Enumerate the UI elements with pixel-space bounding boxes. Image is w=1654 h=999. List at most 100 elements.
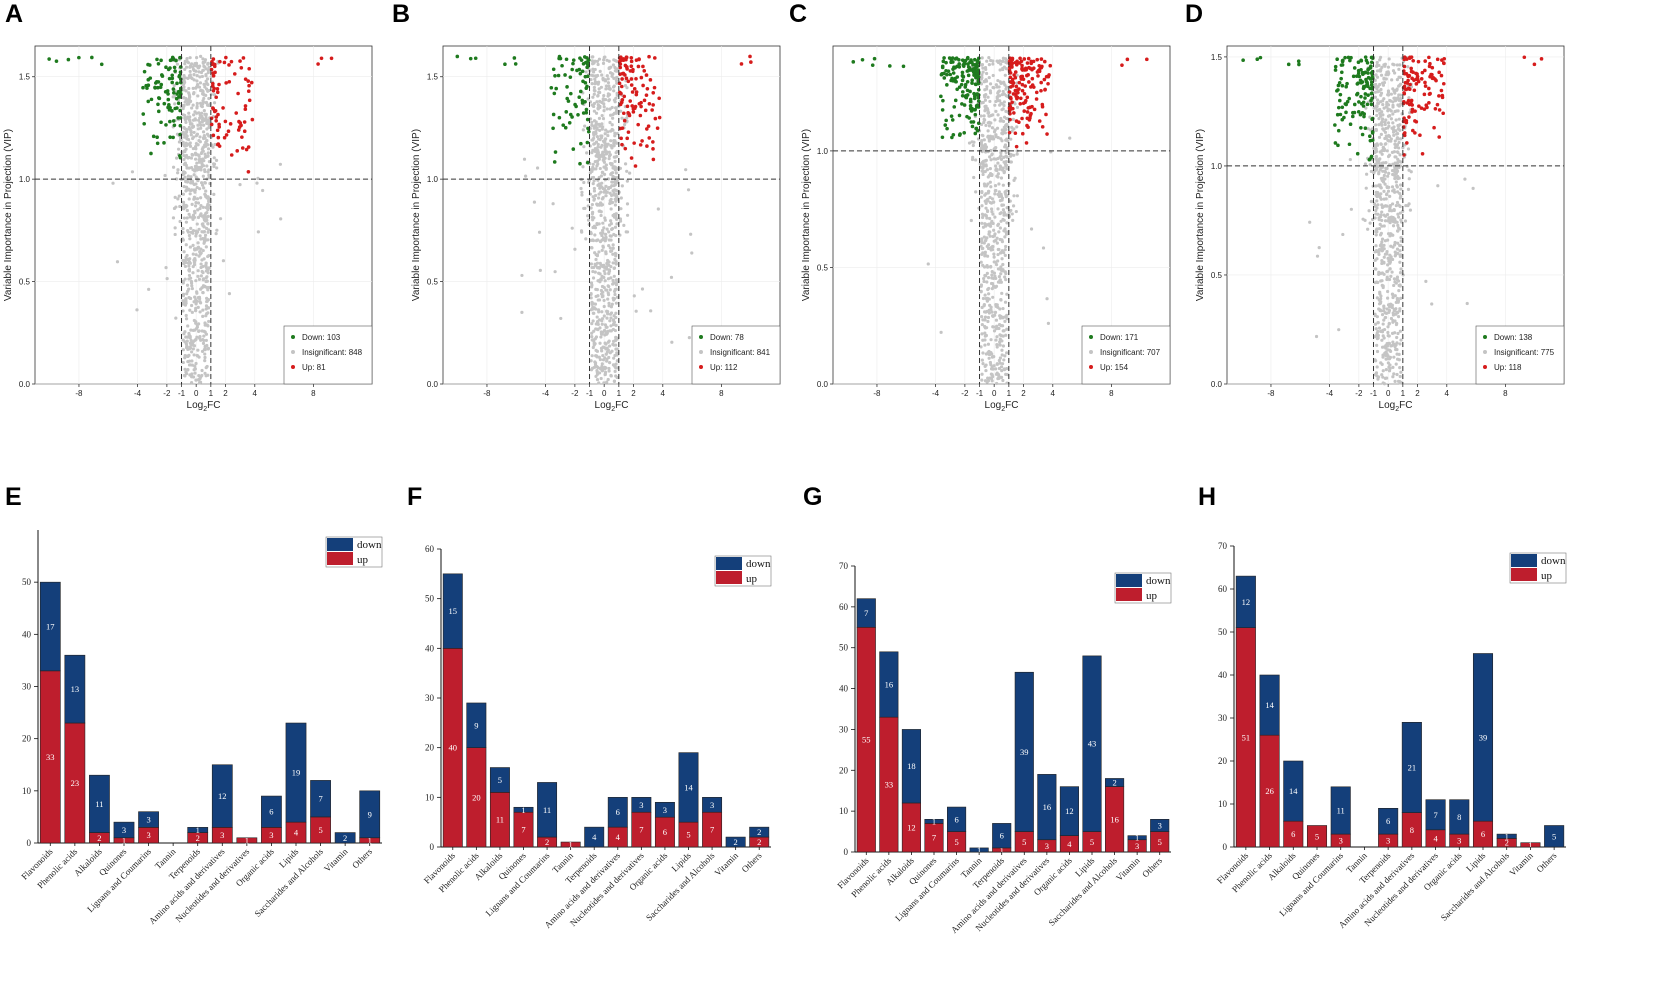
- insignificant-point: [1399, 194, 1403, 198]
- up-point: [1039, 89, 1043, 93]
- insignificant-point: [611, 318, 615, 323]
- insignificant-point: [185, 283, 190, 287]
- insignificant-point: [1384, 73, 1388, 77]
- insignificant-point: [1377, 158, 1381, 162]
- up-point: [237, 125, 242, 129]
- up-point: [242, 120, 247, 124]
- insignificant-point: [1380, 123, 1384, 127]
- insignificant-point: [1395, 347, 1399, 352]
- insignificant-point: [1374, 230, 1378, 234]
- up-point: [1014, 94, 1018, 99]
- insignificant-point: [1315, 254, 1320, 258]
- insignificant-point: [1394, 362, 1398, 366]
- insignificant-point: [204, 304, 209, 308]
- down-point: [1359, 125, 1363, 130]
- insignificant-point: [175, 62, 180, 66]
- down-point: [1333, 141, 1338, 145]
- legend-label-down: Down: 103: [302, 333, 341, 342]
- bar-down-value: 9: [474, 720, 478, 730]
- insignificant-point: [205, 164, 209, 168]
- insignificant-point: [1393, 254, 1397, 258]
- insignificant-point: [1009, 137, 1013, 141]
- insignificant-point: [1378, 107, 1382, 112]
- up-point: [645, 144, 649, 148]
- up-point: [250, 117, 255, 122]
- insignificant-point: [607, 154, 612, 158]
- insignificant-point: [602, 381, 606, 385]
- up-point: [1022, 91, 1027, 96]
- down-point: [557, 54, 562, 59]
- down-point: [1255, 57, 1260, 62]
- insignificant-point: [1398, 283, 1402, 287]
- insignificant-point: [991, 113, 995, 117]
- insignificant-point: [990, 273, 994, 277]
- bar-down-value: 6: [1386, 816, 1390, 826]
- bar-down: [924, 819, 944, 824]
- insignificant-point: [190, 106, 194, 110]
- insignificant-point: [130, 170, 135, 174]
- up-point: [630, 69, 635, 74]
- down-point: [178, 80, 183, 85]
- insignificant-point: [989, 58, 993, 63]
- x-tick-label: 4: [661, 389, 666, 398]
- down-point: [174, 96, 179, 101]
- insignificant-point: [178, 219, 182, 224]
- insignificant-point: [1391, 130, 1396, 134]
- insignificant-point: [204, 112, 208, 116]
- up-point: [620, 126, 625, 130]
- insignificant-point: [602, 314, 606, 318]
- insignificant-point: [1381, 285, 1385, 290]
- insignificant-point: [612, 76, 616, 80]
- insignificant-point: [1380, 119, 1384, 124]
- x-tick-label: -1: [976, 389, 984, 398]
- insignificant-point: [615, 295, 619, 299]
- bar-down-value: 18: [907, 761, 916, 771]
- bar-up-value: 3: [1135, 841, 1139, 851]
- insignificant-point: [187, 197, 191, 201]
- insignificant-point: [1387, 171, 1391, 175]
- insignificant-point: [579, 186, 583, 191]
- up-point: [644, 93, 649, 97]
- bar-up-value: 3: [1386, 836, 1390, 846]
- down-point: [155, 57, 159, 62]
- down-point: [168, 58, 173, 63]
- legend-box: [1475, 325, 1565, 385]
- insignificant-point: [1375, 60, 1379, 65]
- insignificant-point: [205, 77, 210, 81]
- insignificant-point: [1373, 204, 1377, 208]
- insignificant-point: [986, 315, 991, 320]
- insignificant-point: [199, 262, 203, 266]
- insignificant-point: [999, 176, 1004, 180]
- up-point: [631, 110, 636, 114]
- insignificant-point: [684, 168, 688, 172]
- insignificant-point: [608, 360, 612, 365]
- insignificant-point: [979, 63, 983, 67]
- y-tick-label: 60: [1218, 584, 1228, 594]
- insignificant-point: [1381, 102, 1385, 107]
- insignificant-point: [1383, 169, 1387, 174]
- down-point: [1340, 83, 1345, 88]
- insignificant-point: [1395, 136, 1400, 140]
- insignificant-point: [1004, 278, 1008, 282]
- insignificant-point: [1386, 325, 1390, 329]
- insignificant-point: [599, 231, 603, 235]
- y-tick-label: 40: [425, 643, 435, 653]
- up-point: [1013, 131, 1018, 135]
- insignificant-point: [205, 275, 209, 279]
- insignificant-point: [1392, 208, 1396, 212]
- insignificant-point: [183, 277, 187, 281]
- insignificant-point: [988, 99, 992, 104]
- insignificant-point: [592, 189, 597, 193]
- down-point: [1340, 70, 1344, 75]
- insignificant-point: [625, 202, 630, 206]
- insignificant-point: [609, 305, 614, 309]
- up-point: [620, 97, 625, 102]
- insignificant-point: [1366, 227, 1370, 231]
- insignificant-point: [993, 310, 998, 314]
- insignificant-point: [995, 126, 1000, 130]
- insignificant-point: [612, 379, 617, 383]
- insignificant-point: [608, 87, 612, 91]
- down-point: [1366, 67, 1370, 72]
- insignificant-point: [1382, 243, 1386, 247]
- up-point: [1442, 61, 1446, 66]
